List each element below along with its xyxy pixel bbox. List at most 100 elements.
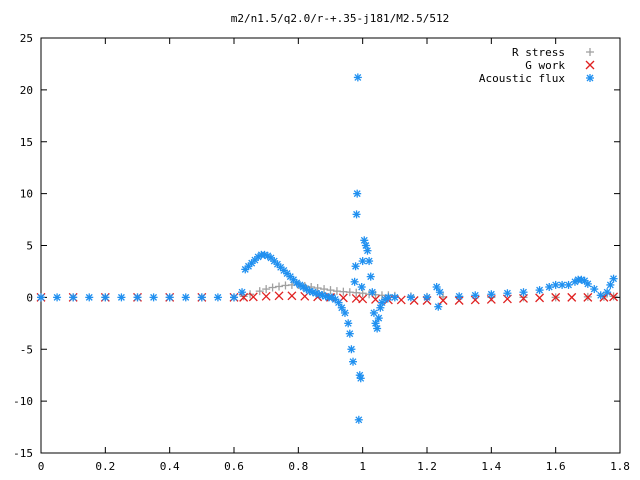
data-point [53,293,62,302]
data-point [567,292,577,302]
data-point [583,292,593,302]
y-tick-label: -15 [13,447,33,460]
data-point [149,293,158,302]
y-tick-label: 0 [26,291,33,304]
data-point [439,292,448,301]
data-point [133,293,142,302]
data-point [350,277,359,286]
data-point [487,290,496,299]
data-point [590,285,599,294]
y-tick-label: 25 [20,32,33,45]
data-point [423,293,431,302]
data-point [434,302,443,311]
data-point [365,257,374,266]
y-tick-label: -10 [13,395,33,408]
data-point [438,296,448,305]
data-point [354,415,363,424]
y-tick-label: 20 [20,84,33,97]
data-point [609,274,618,283]
data-point [230,293,238,302]
data-point [551,280,560,289]
legend-label: G work [525,59,565,72]
data-point [545,283,554,291]
legend-label: Acoustic flux [479,72,565,85]
data-point [357,283,366,291]
data-point [583,279,592,288]
data-point [353,189,362,198]
data-point [197,293,206,302]
data-point [275,282,284,291]
data-point [358,294,368,304]
x-tick-label: 0.8 [288,460,308,473]
data-point [454,296,464,305]
data-point [603,288,612,297]
data-point [268,283,277,292]
data-point [345,329,354,338]
data-point [344,319,353,328]
data-point [519,293,528,303]
data-point [373,324,382,333]
x-tick-label: 0.4 [160,460,180,473]
y-tick-label: 10 [20,188,33,201]
data-point [435,288,444,297]
data-point [340,308,349,317]
data-point [390,293,399,302]
data-point [351,262,360,271]
data-point [471,291,480,300]
y-tick-label: 15 [20,136,33,149]
data-point [406,293,415,302]
data-point [326,286,335,295]
data-point [274,291,284,301]
series-layer [36,73,619,424]
data-point [255,287,264,296]
data-point [363,246,372,255]
data-point [455,292,464,301]
legend-marker [586,48,594,56]
data-point [101,293,110,302]
data-point [85,293,94,302]
data-point [535,286,544,295]
data-point [165,293,174,302]
data-point [551,292,561,302]
data-point [503,289,512,298]
data-point [287,291,297,301]
data-point [347,345,356,354]
data-point [366,272,375,281]
chart-title: m2/n1.5/q2.0/r-+.35-j181/M2.5/512 [231,12,450,25]
data-point [535,293,545,303]
data-point [117,293,126,302]
data-point [352,210,361,219]
data-point [349,357,358,366]
series-acoustic-flux [37,73,618,424]
data-point [320,285,329,294]
data-point [368,288,377,297]
data-point [609,292,619,302]
x-tick-label: 0.6 [224,460,244,473]
data-point [213,293,222,302]
x-tick-label: 1.4 [481,460,501,473]
data-point [369,308,378,317]
legend-marker [585,60,595,70]
data-point [239,292,249,302]
x-tick-label: 1 [359,460,366,473]
legend-label: R stress [512,46,565,59]
data-point [37,293,45,302]
data-point [564,280,573,289]
data-point [238,288,247,297]
data-point [356,374,365,383]
legend-marker [586,74,594,82]
data-point [69,293,78,302]
data-point [519,288,528,297]
data-point [181,293,190,302]
data-point [358,289,367,298]
x-tick-label: 0 [38,460,45,473]
y-tick-label: 5 [26,240,33,253]
x-tick-label: 1.2 [417,460,437,473]
x-tick-label: 0.2 [95,460,115,473]
data-point [262,285,271,294]
x-tick-label: 1.6 [546,460,566,473]
data-point [353,73,362,82]
